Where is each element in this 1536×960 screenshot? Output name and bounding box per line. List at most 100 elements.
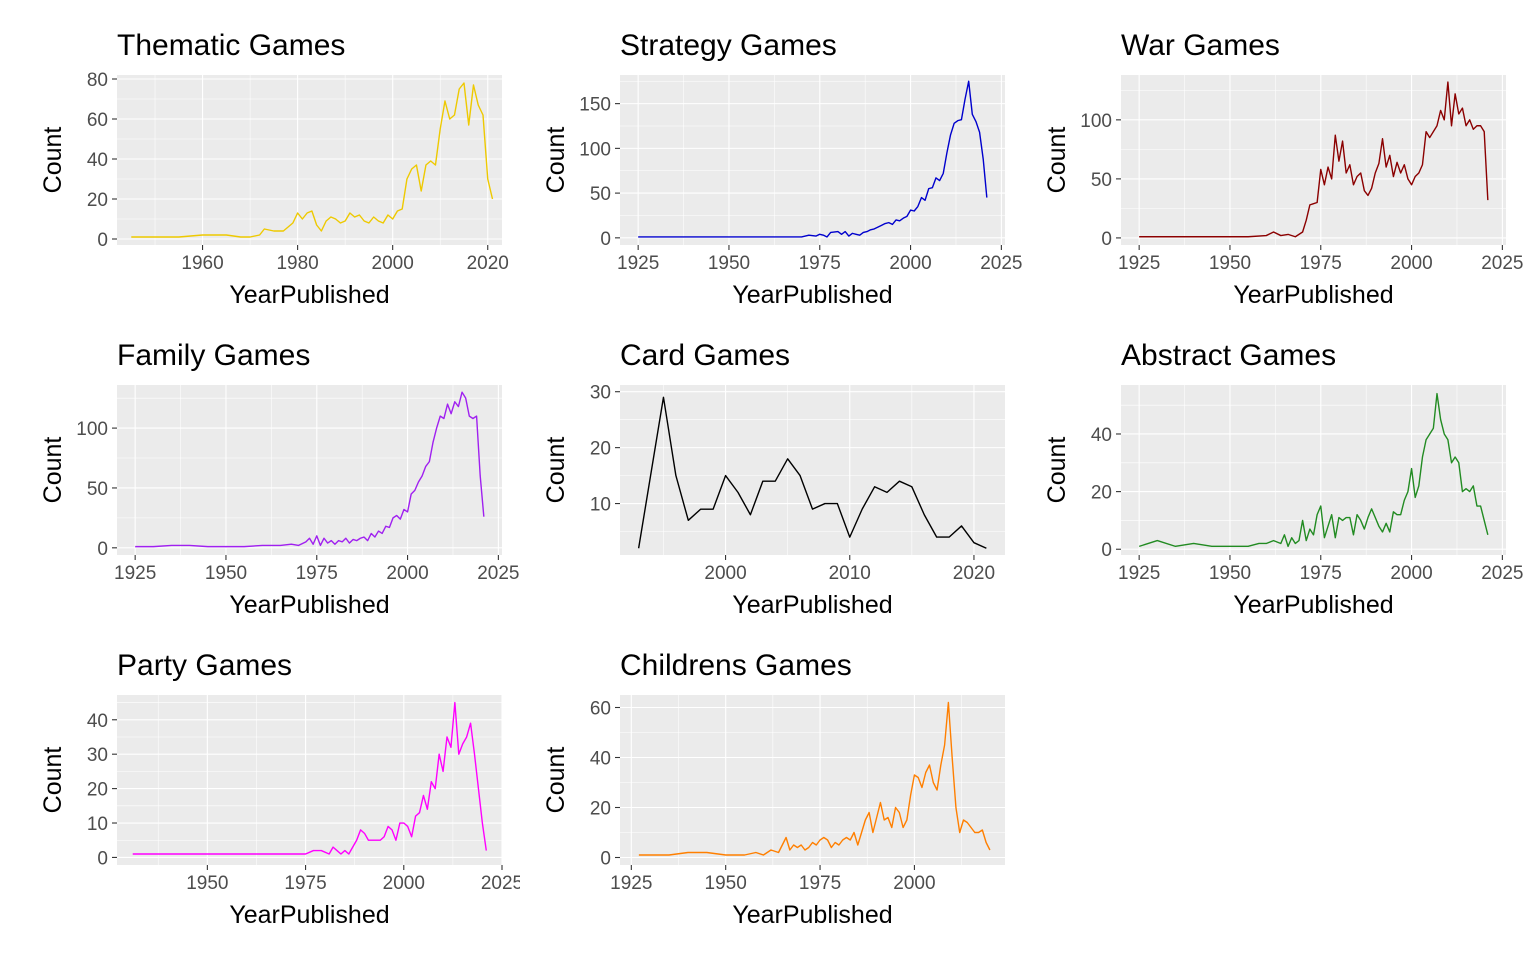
y-tick-label: 50 bbox=[87, 479, 108, 500]
panel-4: 2000 2010 2020 10 20 30 bbox=[590, 383, 1005, 584]
x-tick-label: 1950 bbox=[1209, 563, 1251, 584]
panel-background bbox=[117, 75, 502, 245]
x-tick-label: 2025 bbox=[980, 253, 1022, 274]
panel-background bbox=[620, 385, 1005, 555]
y-axis-title: Count bbox=[1043, 127, 1071, 194]
x-tick-label: 2000 bbox=[889, 253, 931, 274]
x-tick-label: 1950 bbox=[186, 873, 228, 894]
panel-7: 1925 1950 1975 2000 0 20 40 60 bbox=[590, 695, 1005, 894]
x-tick-label: 1960 bbox=[181, 253, 223, 274]
y-tick-label: 50 bbox=[590, 184, 611, 205]
y-tick-label: 20 bbox=[87, 780, 108, 801]
x-tick-label: 1950 bbox=[205, 563, 247, 584]
y-tick-label: 0 bbox=[600, 229, 611, 250]
x-tick-label: 1975 bbox=[799, 253, 841, 274]
x-tick-label: 2025 bbox=[1481, 253, 1523, 274]
y-tick-label: 40 bbox=[87, 711, 108, 732]
x-tick-label: 1925 bbox=[1118, 253, 1160, 274]
x-tick-label: 1925 bbox=[610, 873, 652, 894]
x-axis-title: YearPublished bbox=[1233, 281, 1393, 309]
series-line bbox=[135, 391, 485, 548]
panel-6: 1950 1975 2000 2025 0 10 20 30 40 bbox=[87, 695, 523, 894]
x-tick-label: 2000 bbox=[1390, 253, 1432, 274]
y-tick-label: 150 bbox=[579, 95, 611, 116]
y-tick-label: 30 bbox=[87, 745, 108, 766]
y-axis-title: Count bbox=[542, 127, 570, 194]
x-tick-label: 1950 bbox=[705, 873, 747, 894]
y-tick-label: 20 bbox=[87, 190, 108, 211]
series-line bbox=[1139, 81, 1489, 238]
y-tick-label: 0 bbox=[97, 539, 108, 560]
chart-title: Strategy Games bbox=[620, 29, 837, 62]
y-tick-label: 100 bbox=[76, 419, 108, 440]
x-tick-label: 1975 bbox=[284, 873, 326, 894]
series-line bbox=[637, 396, 987, 549]
y-tick-label: 40 bbox=[590, 749, 611, 770]
y-tick-label: 0 bbox=[1101, 229, 1112, 250]
y-tick-label: 0 bbox=[97, 848, 108, 869]
y-axis-title: Count bbox=[1043, 437, 1071, 504]
y-tick-label: 40 bbox=[1091, 425, 1112, 446]
x-axis-title: YearPublished bbox=[732, 591, 892, 619]
series-line bbox=[638, 80, 988, 238]
panel-5: 1925 1950 1975 2000 2025 0 20 40 bbox=[1091, 385, 1524, 584]
panel-background bbox=[117, 385, 502, 555]
y-axis-title: Count bbox=[39, 437, 67, 504]
x-tick-label: 1950 bbox=[708, 253, 750, 274]
x-tick-label: 2025 bbox=[481, 873, 523, 894]
series-line bbox=[1138, 392, 1489, 548]
y-tick-label: 100 bbox=[1080, 111, 1112, 132]
x-axis-title: YearPublished bbox=[229, 591, 389, 619]
y-tick-label: 0 bbox=[1101, 540, 1112, 561]
chart-title: Childrens Games bbox=[620, 649, 852, 682]
x-tick-label: 2025 bbox=[1481, 563, 1523, 584]
x-tick-label: 2000 bbox=[383, 873, 425, 894]
y-tick-label: 20 bbox=[590, 799, 611, 820]
y-axis-title: Count bbox=[39, 127, 67, 194]
y-tick-label: 40 bbox=[87, 150, 108, 171]
y-tick-label: 60 bbox=[590, 699, 611, 720]
y-axis-title: Count bbox=[39, 747, 67, 814]
y-tick-label: 20 bbox=[1091, 483, 1112, 504]
x-tick-label: 1950 bbox=[1209, 253, 1251, 274]
x-axis-title: YearPublished bbox=[732, 901, 892, 929]
panel-2: 1925 1950 1975 2000 2025 0 50 100 bbox=[1080, 75, 1524, 274]
panel-background bbox=[620, 695, 1005, 865]
y-tick-label: 10 bbox=[87, 814, 108, 835]
x-tick-label: 2000 bbox=[893, 873, 935, 894]
chart-title: Card Games bbox=[620, 339, 790, 372]
y-axis-title: Count bbox=[542, 747, 570, 814]
chart-title: Thematic Games bbox=[117, 29, 345, 62]
series-line bbox=[131, 82, 494, 238]
y-tick-label: 0 bbox=[97, 230, 108, 251]
y-tick-label: 80 bbox=[87, 70, 108, 91]
x-tick-label: 2025 bbox=[477, 563, 519, 584]
y-tick-label: 0 bbox=[600, 849, 611, 870]
x-tick-label: 1980 bbox=[276, 253, 318, 274]
x-tick-label: 1975 bbox=[1300, 563, 1342, 584]
y-tick-label: 10 bbox=[590, 495, 611, 516]
y-tick-label: 20 bbox=[590, 439, 611, 460]
x-axis-title: YearPublished bbox=[229, 281, 389, 309]
panel-background bbox=[1121, 75, 1506, 245]
x-tick-label: 2020 bbox=[467, 253, 509, 274]
panel-3: 1925 1950 1975 2000 2025 0 50 100 bbox=[76, 385, 520, 584]
series-line bbox=[638, 701, 991, 856]
x-tick-label: 2020 bbox=[953, 563, 995, 584]
x-axis-title: YearPublished bbox=[732, 281, 892, 309]
x-tick-label: 1975 bbox=[296, 563, 338, 584]
y-tick-label: 60 bbox=[87, 110, 108, 131]
panel-0: 1960 1980 2000 2020 0 20 40 60 80 bbox=[87, 70, 509, 274]
x-tick-label: 2000 bbox=[704, 563, 746, 584]
chart-title: Family Games bbox=[117, 339, 310, 372]
x-tick-label: 1925 bbox=[1118, 563, 1160, 584]
x-tick-label: 1925 bbox=[114, 563, 156, 584]
y-tick-label: 50 bbox=[1091, 170, 1112, 191]
series-line bbox=[132, 701, 487, 855]
chart-title: Abstract Games bbox=[1121, 339, 1336, 372]
x-tick-label: 1975 bbox=[799, 873, 841, 894]
chart-title: War Games bbox=[1121, 29, 1280, 62]
x-axis-title: YearPublished bbox=[229, 901, 389, 929]
panel-1: 1925 1950 1975 2000 2025 0 50 100 150 bbox=[579, 75, 1023, 274]
